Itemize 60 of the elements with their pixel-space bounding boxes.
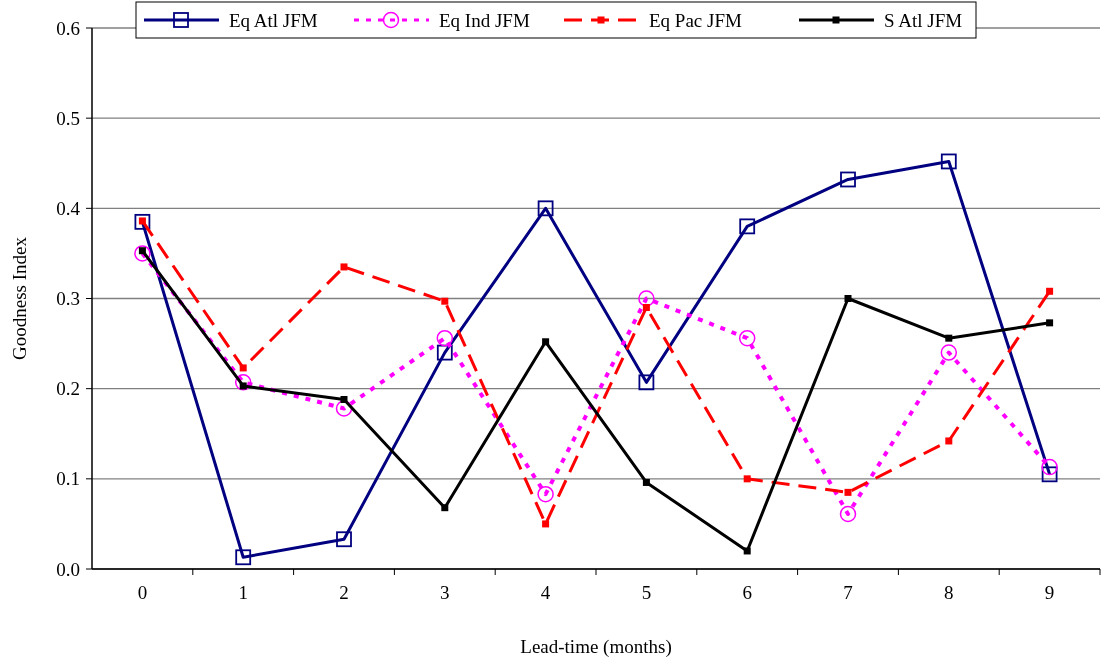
legend-label: S Atl JFM (884, 9, 963, 31)
legend-label: Eq Ind JFM (439, 9, 530, 31)
point (134, 213, 151, 230)
x-tick-label: 3 (440, 582, 450, 603)
legend-label: Eq Pac JFM (649, 9, 742, 31)
x-tick-label: 8 (944, 582, 954, 603)
x-tick-label: 9 (1044, 582, 1055, 603)
point (335, 400, 353, 417)
point (1041, 458, 1058, 476)
point (1046, 287, 1054, 295)
point (945, 437, 953, 445)
point (940, 344, 958, 361)
point (235, 549, 252, 566)
point (638, 290, 655, 307)
point (239, 364, 247, 372)
x-tick-label: 2 (339, 582, 349, 603)
x-tick-label: 5 (641, 582, 652, 603)
point (134, 245, 151, 262)
point (542, 338, 550, 346)
point (340, 263, 348, 271)
point (1046, 319, 1054, 327)
point (436, 329, 454, 347)
x-tick-label: 1 (238, 582, 248, 603)
point (743, 475, 751, 483)
point (336, 531, 352, 548)
point (441, 297, 449, 305)
point (234, 374, 252, 391)
point (840, 171, 856, 188)
point (441, 504, 449, 512)
point (537, 485, 554, 503)
point (743, 547, 751, 555)
point (739, 218, 756, 235)
point (537, 200, 554, 217)
y-tick-label: 0.0 (56, 558, 80, 580)
point (945, 334, 953, 342)
y-tick-label: 0.1 (56, 468, 80, 490)
x-tick-label: 0 (137, 582, 148, 603)
y-tick-label: 0.4 (56, 197, 81, 219)
x-tick-label: 6 (742, 582, 752, 603)
point (844, 488, 852, 496)
y-axis-title: Goodness Index (9, 236, 30, 360)
point (638, 374, 655, 391)
point (1041, 466, 1058, 483)
point (340, 395, 348, 403)
point (436, 344, 453, 361)
y-tick-label: 0.6 (56, 17, 80, 39)
point (940, 153, 957, 170)
point (844, 295, 852, 302)
x-tick-label: 4 (540, 582, 551, 603)
legend-label: Eq Atl JFM (229, 9, 318, 31)
point (738, 329, 756, 347)
point (542, 520, 550, 528)
point (642, 478, 650, 486)
y-tick-label: 0.2 (56, 378, 80, 400)
point (839, 505, 857, 523)
x-axis-title: Lead-time (months) (520, 636, 672, 658)
y-tick-label: 0.3 (56, 288, 80, 310)
point (642, 304, 650, 312)
x-tick-label: 7 (843, 582, 853, 603)
y-tick-label: 0.5 (56, 107, 80, 129)
